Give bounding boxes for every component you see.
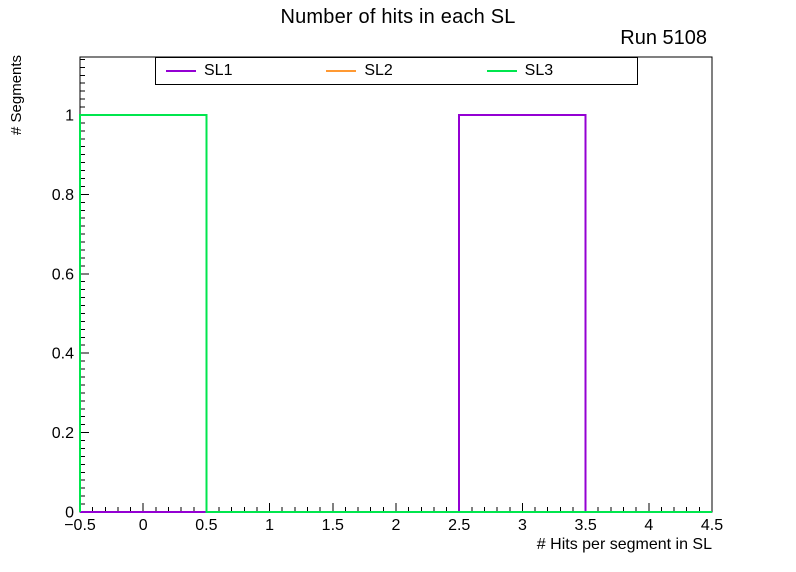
histogram-sl3	[79, 113, 712, 513]
legend-line-sl1-icon	[166, 70, 196, 72]
x-tick-label: 0.5	[195, 517, 217, 534]
x-tick-label: 1.5	[322, 517, 344, 534]
legend: SL1 SL2 SL3	[155, 57, 638, 85]
x-tick-label: 0	[139, 517, 148, 534]
legend-entry-sl1: SL1	[156, 58, 316, 84]
y-tick-label: 1	[65, 107, 74, 124]
plot-frame	[79, 56, 713, 513]
y-tick-label: 0	[65, 505, 74, 522]
run-label: Run 5108	[620, 27, 707, 49]
histogram-sl2	[79, 113, 712, 513]
x-tick-label: −0.5	[64, 517, 96, 534]
x-tick-label: 3	[518, 517, 527, 534]
y-tick-label: 0.6	[52, 266, 74, 283]
x-tick-label: 4	[644, 517, 653, 534]
legend-line-sl2-icon	[326, 70, 357, 72]
y-axis-title: # Segments	[8, 54, 25, 135]
legend-entry-sl3: SL3	[477, 58, 637, 84]
y-tick-label: 0.8	[52, 187, 74, 204]
x-tick-label: 4.5	[701, 517, 723, 534]
legend-label-sl3: SL3	[524, 62, 554, 79]
x-tick-label: 3.5	[574, 517, 596, 534]
x-tick-label: 2.5	[448, 517, 470, 534]
x-axis-title: # Hits per segment in SL	[536, 536, 712, 553]
histogram-sl1	[80, 113, 712, 513]
legend-label-sl2: SL2	[364, 62, 393, 79]
chart-title: Number of hits in each SL	[280, 6, 516, 28]
x-tick-label: 2	[392, 517, 401, 534]
legend-entry-sl2: SL2	[316, 58, 476, 84]
y-tick-label: 0.4	[52, 346, 74, 363]
x-tick-label: 1	[265, 517, 274, 534]
legend-line-sl3-icon	[486, 70, 517, 72]
legend-label-sl1: SL1	[204, 62, 233, 79]
y-tick-label: 0.2	[52, 425, 74, 442]
